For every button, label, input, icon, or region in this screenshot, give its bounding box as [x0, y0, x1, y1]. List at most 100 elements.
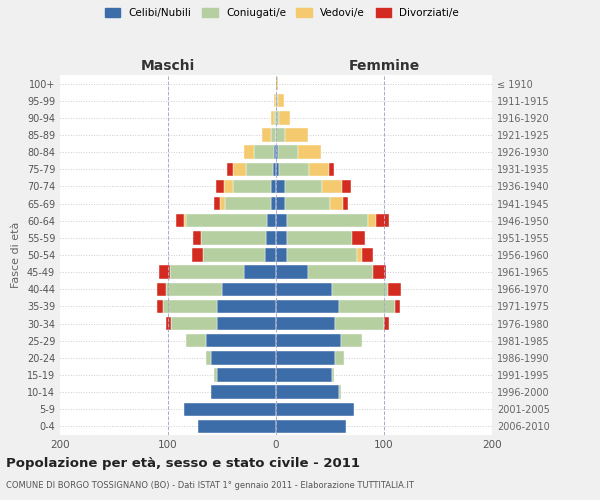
Bar [276, 180, 284, 193]
Bar [217, 317, 276, 330]
Bar [278, 146, 298, 159]
Bar [220, 197, 225, 210]
Bar [211, 351, 276, 364]
Bar [276, 266, 308, 279]
Bar [276, 334, 341, 347]
Bar [187, 214, 268, 228]
Bar [271, 111, 274, 124]
Bar [332, 282, 388, 296]
Bar [244, 146, 254, 159]
Bar [274, 146, 276, 159]
Bar [395, 300, 400, 313]
Bar [341, 334, 362, 347]
Bar [217, 300, 276, 313]
Bar [187, 334, 206, 347]
Bar [157, 282, 166, 296]
Bar [203, 248, 265, 262]
Bar [202, 231, 266, 244]
Bar [171, 317, 217, 330]
Bar [335, 317, 384, 330]
Bar [298, 146, 322, 159]
Bar [254, 146, 274, 159]
Bar [276, 317, 335, 330]
Text: Femmine: Femmine [349, 58, 419, 72]
Bar [276, 402, 354, 416]
Bar [222, 282, 276, 296]
Bar [330, 197, 343, 210]
Bar [271, 197, 276, 210]
Bar [279, 111, 290, 124]
Bar [271, 128, 276, 141]
Bar [214, 368, 217, 382]
Bar [276, 231, 287, 244]
Bar [362, 248, 373, 262]
Bar [217, 368, 276, 382]
Bar [211, 386, 276, 399]
Bar [276, 282, 332, 296]
Bar [284, 197, 330, 210]
Bar [368, 214, 376, 228]
Bar [276, 368, 332, 382]
Bar [322, 180, 342, 193]
Bar [274, 111, 276, 124]
Bar [276, 162, 279, 176]
Bar [276, 300, 338, 313]
Bar [384, 317, 389, 330]
Bar [273, 162, 276, 176]
Bar [268, 214, 276, 228]
Bar [287, 248, 357, 262]
Bar [343, 197, 349, 210]
Bar [170, 266, 244, 279]
Bar [206, 334, 276, 347]
Bar [192, 248, 203, 262]
Bar [244, 266, 276, 279]
Bar [184, 214, 187, 228]
Bar [287, 214, 368, 228]
Bar [276, 128, 284, 141]
Bar [332, 368, 334, 382]
Bar [284, 180, 322, 193]
Bar [276, 111, 279, 124]
Bar [276, 77, 278, 90]
Y-axis label: Fasce di età: Fasce di età [11, 222, 21, 288]
Bar [276, 351, 335, 364]
Text: Maschi: Maschi [141, 58, 195, 72]
Bar [352, 231, 365, 244]
Bar [276, 214, 287, 228]
Bar [342, 180, 350, 193]
Bar [184, 402, 276, 416]
Bar [279, 162, 310, 176]
Bar [225, 197, 271, 210]
Bar [215, 180, 224, 193]
Bar [262, 128, 271, 141]
Bar [376, 214, 389, 228]
Bar [276, 94, 278, 108]
Bar [271, 180, 276, 193]
Bar [206, 351, 211, 364]
Bar [224, 180, 233, 193]
Bar [338, 386, 341, 399]
Bar [357, 248, 362, 262]
Bar [276, 146, 278, 159]
Bar [160, 266, 170, 279]
Bar [373, 266, 386, 279]
Bar [166, 282, 222, 296]
Bar [276, 420, 346, 433]
Bar [233, 162, 246, 176]
Bar [157, 300, 163, 313]
Bar [287, 231, 352, 244]
Bar [265, 248, 276, 262]
Bar [276, 248, 287, 262]
Bar [276, 197, 284, 210]
Bar [388, 282, 401, 296]
Bar [308, 266, 373, 279]
Bar [166, 317, 171, 330]
Bar [276, 386, 338, 399]
Bar [176, 214, 184, 228]
Bar [163, 300, 217, 313]
Text: Popolazione per età, sesso e stato civile - 2011: Popolazione per età, sesso e stato civil… [6, 458, 360, 470]
Bar [227, 162, 233, 176]
Bar [338, 300, 395, 313]
Bar [246, 162, 273, 176]
Text: COMUNE DI BORGO TOSSIGNANO (BO) - Dati ISTAT 1° gennaio 2011 - Elaborazione TUTT: COMUNE DI BORGO TOSSIGNANO (BO) - Dati I… [6, 481, 414, 490]
